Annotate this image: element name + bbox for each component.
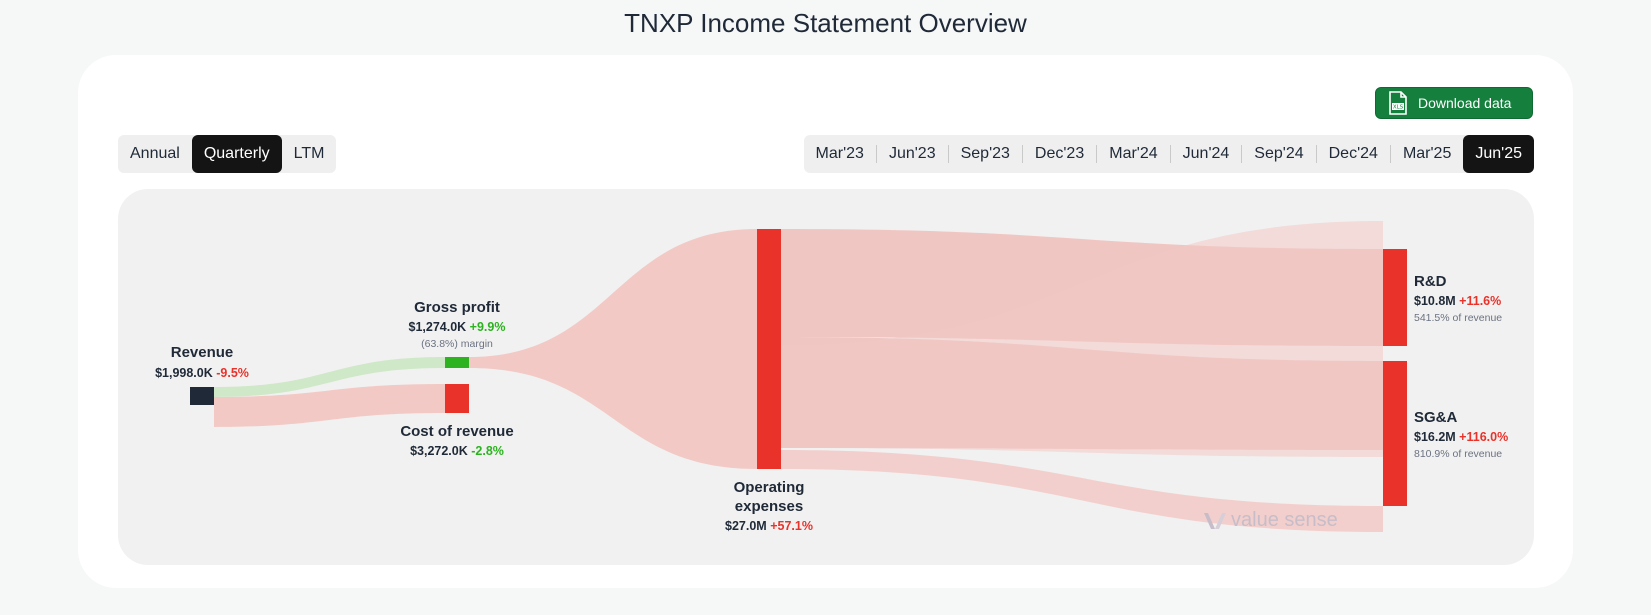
period-mar-23[interactable]: Mar'23 [815, 145, 864, 162]
gross-profit-value: $1,274.0K [409, 320, 467, 334]
cost-of-revenue-label: Cost of revenue [400, 423, 513, 440]
xls-file-icon: XLS [1388, 91, 1408, 115]
rnd-value: $10.8M [1414, 294, 1456, 308]
period-separator [1021, 145, 1023, 163]
sga-pct-revenue: 810.9% of revenue [1414, 448, 1502, 460]
link-revenue-cost-of-revenue [214, 384, 445, 427]
revenue-title: Revenue [171, 344, 234, 361]
period-sep-23[interactable]: Sep'23 [960, 145, 1010, 162]
sga-change: +116.0% [1456, 430, 1508, 444]
gross-profit-title: Gross profit [414, 299, 500, 316]
opex-value-line: $27.0M +57.1% [725, 519, 813, 533]
link-opex-sga-lower [781, 450, 1383, 532]
period-type-annual[interactable]: Annual [130, 145, 180, 162]
cost-of-revenue-value-line: $3,272.0K -2.8% [410, 444, 504, 458]
watermark-text: value sense [1231, 509, 1338, 531]
period-separator [1241, 145, 1243, 163]
revenue-change: -9.5% [213, 366, 249, 380]
period-mar-25[interactable]: Mar'25 [1402, 145, 1452, 162]
rnd-label: R&D [1414, 273, 1447, 290]
sga-value-line: $16.2M +116.0% [1414, 430, 1508, 444]
value-sense-logo-icon [1204, 512, 1226, 529]
period-separator [1169, 145, 1171, 163]
cost-of-revenue-title: Cost of revenue [400, 423, 513, 440]
rnd-title: R&D [1414, 273, 1447, 290]
opex-title-1: Operating [734, 479, 805, 496]
period-dec-24[interactable]: Dec'24 [1328, 145, 1378, 162]
opex-value: $27.0M [725, 519, 767, 533]
download-data-label: Download data [1418, 95, 1512, 111]
period-jun-25[interactable]: Jun'25 [1463, 135, 1534, 173]
cost-of-revenue-value: $3,272.0K [410, 444, 468, 458]
sga-label: SG&A [1414, 409, 1458, 426]
period-separator [875, 145, 877, 163]
svg-text:XLS: XLS [1393, 105, 1404, 111]
link-revenue-gross-profit [214, 357, 445, 397]
period-separator [1096, 145, 1098, 163]
period-sep-24[interactable]: Sep'24 [1254, 145, 1304, 162]
opex-label-line-2: expenses [735, 498, 803, 515]
link-gross-profit-opex [469, 229, 757, 469]
node-revenue [190, 387, 214, 405]
gross-profit-margin-line: (63.8%) margin [421, 338, 493, 350]
period-jun-23[interactable]: Jun'23 [888, 145, 936, 162]
revenue-value: $1,998.0K [155, 366, 213, 380]
period-dec-23[interactable]: Dec'23 [1034, 145, 1085, 162]
sga-sub-line: 810.9% of revenue [1414, 448, 1502, 460]
period-separator [1315, 145, 1317, 163]
opex-title-2: expenses [735, 498, 803, 515]
period-separator [947, 145, 949, 163]
gross-profit-label: Gross profit [414, 299, 500, 316]
rnd-change: +11.6% [1456, 294, 1502, 308]
node-opex [757, 229, 781, 469]
gross-profit-value-line: $1,274.0K +9.9% [409, 320, 506, 334]
period-mar-24[interactable]: Mar'24 [1109, 145, 1158, 162]
sga-value: $16.2M [1414, 430, 1456, 444]
period-selector: Mar'23 Jun'23 Sep'23 Dec'23 Mar'24 Jun'24 Sep'… [803, 135, 1534, 173]
node-rnd [1383, 249, 1407, 346]
period-type-quarterly[interactable]: Quarterly [191, 135, 282, 173]
node-sga [1383, 361, 1407, 506]
rnd-pct-revenue: 541.5% of revenue [1414, 312, 1502, 324]
period-separator [1389, 145, 1391, 163]
gross-profit-change: +9.9% [466, 320, 505, 334]
download-data-button[interactable]: XLS Download data [1375, 87, 1533, 119]
rnd-sub-line: 541.5% of revenue [1414, 312, 1502, 324]
revenue-label: Revenue [171, 344, 234, 361]
link-opex-rnd-upper [781, 221, 1383, 457]
period-jun-24[interactable]: Jun'24 [1182, 145, 1230, 162]
gross-profit-margin: (63.8%) margin [421, 338, 493, 350]
page-title: TNXP Income Statement Overview [624, 8, 1027, 38]
period-type-ltm[interactable]: LTM [293, 145, 325, 162]
revenue-value-line: $1,998.0K -9.5% [155, 366, 249, 380]
watermark: value sense [1203, 509, 1338, 532]
rnd-value-line: $10.8M +11.6% [1414, 294, 1501, 308]
node-gross-profit [445, 357, 469, 368]
period-type-selector: Annual Quarterly LTM [118, 135, 337, 173]
opex-change: +57.1% [767, 519, 813, 533]
node-cost-of-revenue [445, 384, 469, 413]
sga-title: SG&A [1414, 409, 1458, 426]
cost-of-revenue-change: -2.8% [468, 444, 504, 458]
opex-label-line-1: Operating [734, 479, 805, 496]
